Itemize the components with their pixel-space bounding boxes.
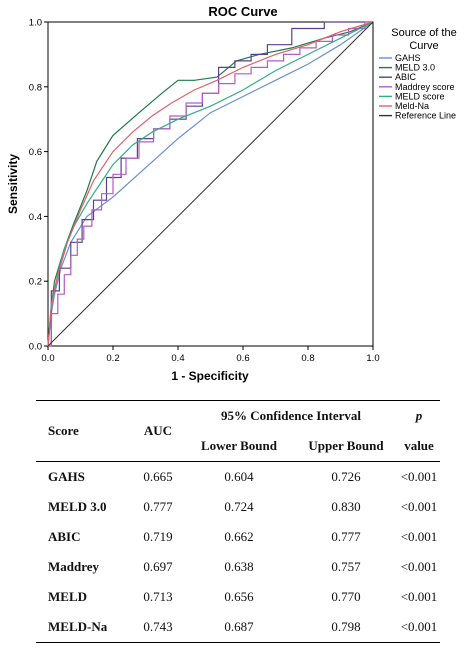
row-p: <0.001 — [400, 589, 438, 604]
y-tick-label: 0.8 — [29, 82, 42, 93]
series-line-maddrey-score — [48, 21, 373, 347]
x-tick-label: 0.0 — [41, 353, 54, 364]
chart-title: ROC Curve — [208, 4, 277, 19]
row-upper: 0.798 — [294, 612, 398, 643]
row-auc: 0.743 — [132, 612, 184, 643]
series-line-meld-score — [47, 21, 374, 347]
row-auc: 0.777 — [143, 499, 173, 514]
header-p-value: value — [404, 438, 434, 453]
x-tick-label: 0.8 — [301, 353, 314, 364]
legend-entry-gahs: GAHS — [395, 53, 421, 63]
row-p: <0.001 — [398, 612, 440, 643]
row-auc: 0.697 — [143, 559, 173, 574]
series-line-gahs — [47, 21, 374, 347]
x-axis-title: 1 - Specificity — [171, 369, 249, 383]
y-tick-label: 0.0 — [29, 342, 42, 353]
auc-table: Score AUC 95% Confidence Interval p Lowe… — [36, 400, 440, 643]
row-score: MELD — [48, 589, 87, 604]
header-score: Score — [36, 400, 132, 462]
table-row: MELD 0.713 0.656 0.770 <0.001 — [36, 582, 440, 612]
header-auc: AUC — [132, 400, 184, 462]
y-tick-label: 0.2 — [29, 277, 42, 288]
y-tick-label: 1.0 — [29, 18, 42, 29]
table-row: MELD 3.0 0.777 0.724 0.830 <0.001 — [36, 492, 440, 522]
x-tick-label: 0.2 — [106, 353, 119, 364]
row-upper: 0.757 — [331, 559, 361, 574]
legend-entry-abic: ABIC — [395, 72, 417, 82]
row-p: <0.001 — [400, 499, 438, 514]
legend-title-line-1: Source of the — [391, 27, 456, 39]
header-lower-bound: Lower Bound — [201, 438, 277, 453]
legend-entry-meld-3-0: MELD 3.0 — [395, 63, 435, 73]
legend-title-line-2: Curve — [409, 40, 438, 52]
row-lower: 0.638 — [224, 559, 254, 574]
series-line-meld-na — [47, 21, 374, 347]
series-layer — [47, 21, 374, 347]
row-p: <0.001 — [398, 461, 440, 492]
row-auc: 0.719 — [143, 529, 173, 544]
table-row: Maddrey 0.697 0.638 0.757 <0.001 — [36, 552, 440, 582]
row-upper: 0.830 — [331, 499, 361, 514]
legend-entry-meld-na: Meld-Na — [395, 101, 429, 111]
row-auc: 0.665 — [132, 461, 184, 492]
legend-entry-reference-line: Reference Line — [395, 111, 456, 121]
row-score: ABIC — [48, 529, 81, 544]
row-score: MELD 3.0 — [48, 499, 107, 514]
row-upper: 0.777 — [331, 529, 361, 544]
table-row: MELD-Na 0.743 0.687 0.798 <0.001 — [36, 612, 440, 643]
header-upper-bound: Upper Bound — [308, 438, 384, 453]
row-lower: 0.687 — [184, 612, 294, 643]
legend-entry-maddrey-score: Maddrey score — [395, 82, 455, 92]
row-lower: 0.662 — [224, 529, 254, 544]
y-axis: 0.0 0.2 0.4 0.6 0.8 1.0 — [29, 18, 48, 353]
row-upper: 0.726 — [294, 461, 398, 492]
table-row: ABIC 0.719 0.662 0.777 <0.001 — [36, 522, 440, 552]
row-lower: 0.656 — [224, 589, 254, 604]
row-upper: 0.770 — [331, 589, 361, 604]
row-auc: 0.713 — [143, 589, 173, 604]
y-axis-title: Sensitivity — [6, 154, 20, 214]
series-line-reference-line — [47, 21, 374, 347]
table-row: GAHS 0.665 0.604 0.726 <0.001 — [36, 461, 440, 492]
row-score: Maddrey — [48, 559, 100, 574]
x-tick-label: 0.4 — [171, 353, 184, 364]
row-score: MELD-Na — [36, 612, 132, 643]
legend-entry-meld-score: MELD score — [395, 91, 445, 101]
header-p-symbol: p — [398, 400, 440, 431]
y-tick-label: 0.6 — [29, 147, 42, 158]
row-score: GAHS — [36, 461, 132, 492]
x-tick-label: 0.6 — [236, 353, 249, 364]
y-tick-label: 0.4 — [29, 212, 42, 223]
roc-chart: ROC Curve 0.00.20.40.60.81.0 0.0 0.2 0.4 0.… — [6, 4, 457, 383]
row-p: <0.001 — [400, 559, 438, 574]
row-lower: 0.604 — [184, 461, 294, 492]
x-tick-label: 1.0 — [366, 353, 379, 364]
auc-table-container: Score AUC 95% Confidence Interval p Lowe… — [36, 400, 440, 643]
row-lower: 0.724 — [224, 499, 254, 514]
x-axis: 0.0 0.2 0.4 0.6 0.8 1.0 — [41, 346, 380, 364]
header-confidence-interval: 95% Confidence Interval — [184, 400, 398, 431]
row-p: <0.001 — [400, 529, 438, 544]
